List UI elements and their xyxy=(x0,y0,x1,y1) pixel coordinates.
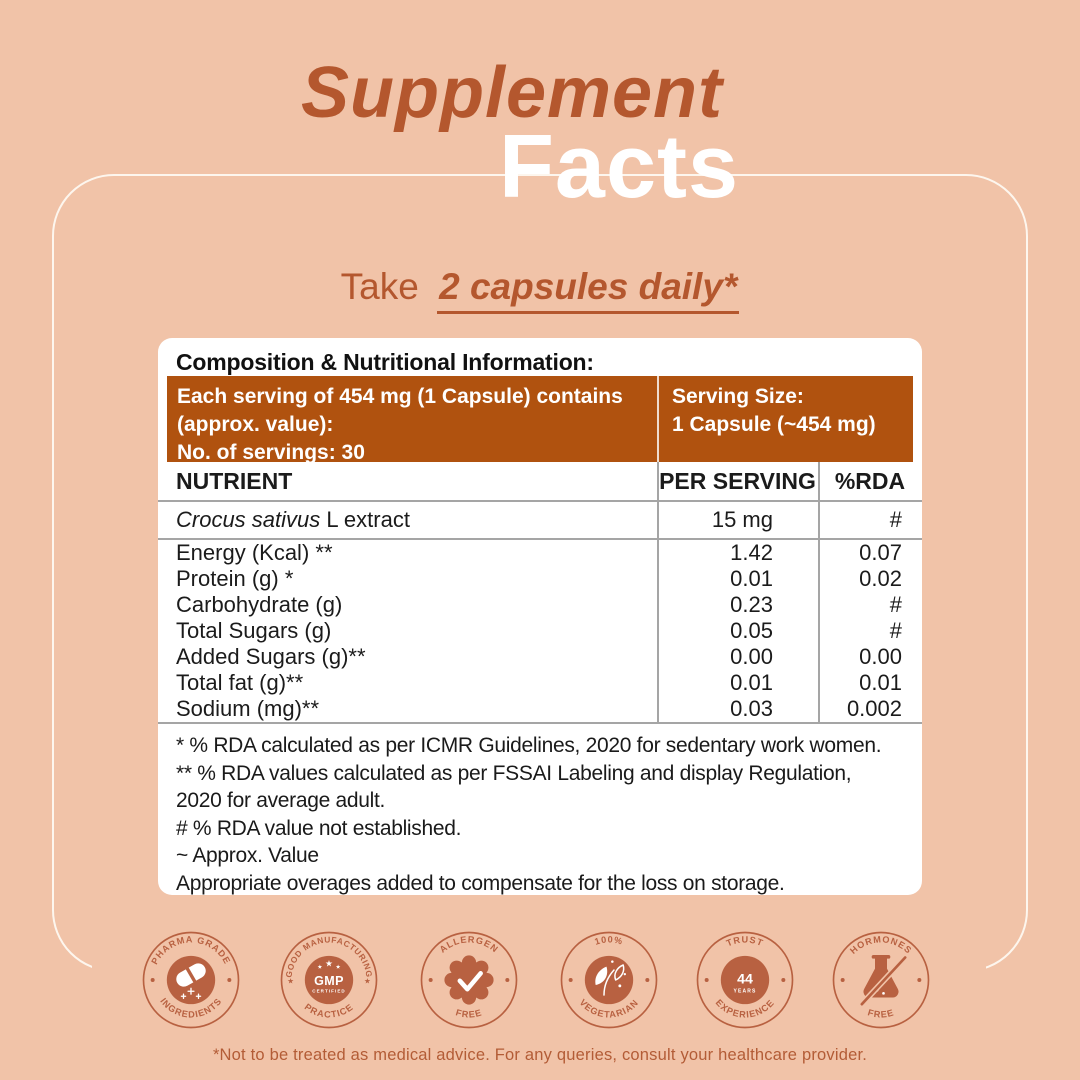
footnotes: * % RDA calculated as per ICMR Guideline… xyxy=(158,724,922,897)
years-seal-icon: 44 YEARS xyxy=(733,971,756,995)
band-line: No. of servings: 30 xyxy=(177,441,365,464)
per-serving-value: 0.01 xyxy=(730,670,773,695)
footnote-line: ** % RDA values calculated as per FSSAI … xyxy=(176,761,852,785)
rda-value: 0.002 xyxy=(846,696,902,721)
check-icon xyxy=(457,971,483,992)
divider xyxy=(158,538,922,540)
svg-text:FREE: FREE xyxy=(455,1007,484,1019)
star-icon: ★ xyxy=(336,964,341,970)
star-icon: ★ xyxy=(318,964,323,970)
svg-text:GMP: GMP xyxy=(314,974,344,988)
rda-value: 0.02 xyxy=(859,566,902,591)
serving-contains: Each serving of 454 mg (1 Capsule) conta… xyxy=(167,376,657,464)
column-divider xyxy=(818,462,820,724)
per-serving-value: 1.42 xyxy=(730,540,773,565)
svg-text:44: 44 xyxy=(737,971,753,987)
badge-trust-experience: TRUST EXPERIENCE 44 YEARS xyxy=(696,931,794,1029)
footnote-line: # % RDA value not established. xyxy=(176,816,462,840)
footnote-line: * % RDA calculated as per ICMR Guideline… xyxy=(176,734,882,757)
badge-hormones-free: HORMONES FREE xyxy=(832,931,930,1029)
table-row-extract: Crocus sativus L extract 15 mg # xyxy=(158,502,922,538)
frame-border-mask xyxy=(92,942,986,1012)
nutrient-name: Added Sugars (g)** xyxy=(176,644,366,669)
sparkles-icon xyxy=(180,987,202,999)
divider xyxy=(158,722,922,724)
per-serving-value: 0.00 xyxy=(730,644,773,669)
rda-value: 0.07 xyxy=(859,540,902,565)
svg-text:100%: 100% xyxy=(593,934,624,946)
star-icon: ★ xyxy=(287,976,294,985)
per-serving-value: 0.05 xyxy=(730,618,773,643)
nutrient-name: Crocus sativus L extract xyxy=(176,507,410,532)
table-row: Sodium (mg)** 0.03 0.002 xyxy=(158,696,922,722)
rda-value: 0.01 xyxy=(859,670,902,695)
star-icon: ★ xyxy=(364,976,371,985)
badge-pharma-grade: PHARMA GRADE INGREDIENTS xyxy=(142,931,240,1029)
rda-value: # xyxy=(889,507,902,532)
nutrient-name: Protein (g) * xyxy=(176,566,294,591)
svg-text:CERTIFIED: CERTIFIED xyxy=(312,989,346,994)
nutrition-facts-card: Composition & Nutritional Information: E… xyxy=(158,338,922,895)
capsule-icon xyxy=(176,963,206,999)
card-heading: Composition & Nutritional Information: xyxy=(176,349,594,375)
serving-size: Serving Size: 1 Capsule (~454 mg) xyxy=(657,376,913,462)
badge-vegetarian: 100% VEGETARIAN xyxy=(560,931,658,1029)
badge-allergen-free: ALLERGEN FREE xyxy=(420,931,518,1029)
table-row: Total fat (g)** 0.01 0.01 xyxy=(158,670,922,696)
nutrient-name: Total Sugars (g) xyxy=(176,618,332,643)
footnote-line: 2020 for average adult. xyxy=(176,789,386,812)
column-header-rda: %RDA xyxy=(834,467,906,494)
table-header-row: NUTRIENT PER SERVING %RDA xyxy=(158,462,922,500)
nutrient-name: Total fat (g)** xyxy=(176,670,304,695)
svg-text:PRACTICE: PRACTICE xyxy=(303,1002,355,1020)
leaf-icon xyxy=(595,960,626,996)
column-divider xyxy=(657,462,659,724)
footnote-line: ~ Approx. Value xyxy=(176,844,319,867)
svg-text:YEARS: YEARS xyxy=(733,989,756,995)
footnote-line: Appropriate overages added to compensate… xyxy=(176,871,785,895)
band-line: Serving Size: xyxy=(672,385,804,408)
column-header-nutrient: NUTRIENT xyxy=(176,467,293,494)
rda-value: # xyxy=(889,618,902,643)
table-body: Energy (Kcal) ** 1.42 0.07 Protein (g) *… xyxy=(158,540,922,722)
band-line: Each serving of 454 mg (1 Capsule) conta… xyxy=(177,385,623,408)
per-serving-value: 0.03 xyxy=(730,696,773,721)
table-row: Total Sugars (g) 0.05 # xyxy=(158,618,922,644)
table-row: Carbohydrate (g) 0.23 # xyxy=(158,592,922,618)
table-row: Energy (Kcal) ** 1.42 0.07 xyxy=(158,540,922,566)
star-icon: ★ xyxy=(326,959,334,968)
rda-value: 0.00 xyxy=(859,644,902,669)
svg-text:FREE: FREE xyxy=(867,1007,896,1019)
per-serving-value: 15 mg xyxy=(711,507,773,532)
serving-info-band: Each serving of 454 mg (1 Capsule) conta… xyxy=(167,376,913,464)
title-supplement: Supplement xyxy=(300,53,724,133)
svg-text:TRUST: TRUST xyxy=(725,934,765,948)
band-line: 1 Capsule (~454 mg) xyxy=(672,413,876,436)
gmp-seal-icon: ★ ★ ★ GMP CERTIFIED xyxy=(312,959,346,994)
divider xyxy=(158,500,922,502)
check-rosette-icon xyxy=(444,955,494,1005)
table-row: Added Sugars (g)** 0.00 0.00 xyxy=(158,644,922,670)
dosage-emphasis: 2 capsules daily* xyxy=(437,266,740,314)
nutrient-name: Carbohydrate (g) xyxy=(176,592,343,617)
per-serving-value: 0.23 xyxy=(730,592,773,617)
rda-value: # xyxy=(889,592,902,617)
nutrient-name: Energy (Kcal) ** xyxy=(176,540,333,565)
disclaimer: *Not to be treated as medical advice. Fo… xyxy=(212,1046,868,1064)
table-row: Protein (g) * 0.01 0.02 xyxy=(158,566,922,592)
dosage-line: Take 2 capsules daily* xyxy=(0,266,1080,314)
badge-gmp-certified: GOOD MANUFACTURING PRACTICE ★ ★ ★ ★ ★ GM… xyxy=(280,931,378,1029)
dosage-prefix: Take xyxy=(340,266,419,307)
per-serving-value: 0.01 xyxy=(730,566,773,591)
band-line: (approx. value): xyxy=(177,413,334,436)
column-header-per-serving: PER SERVING xyxy=(659,467,816,494)
nutrient-name: Sodium (mg)** xyxy=(176,696,320,721)
flask-crossed-icon xyxy=(859,955,908,1007)
title-facts: Facts xyxy=(498,117,740,217)
